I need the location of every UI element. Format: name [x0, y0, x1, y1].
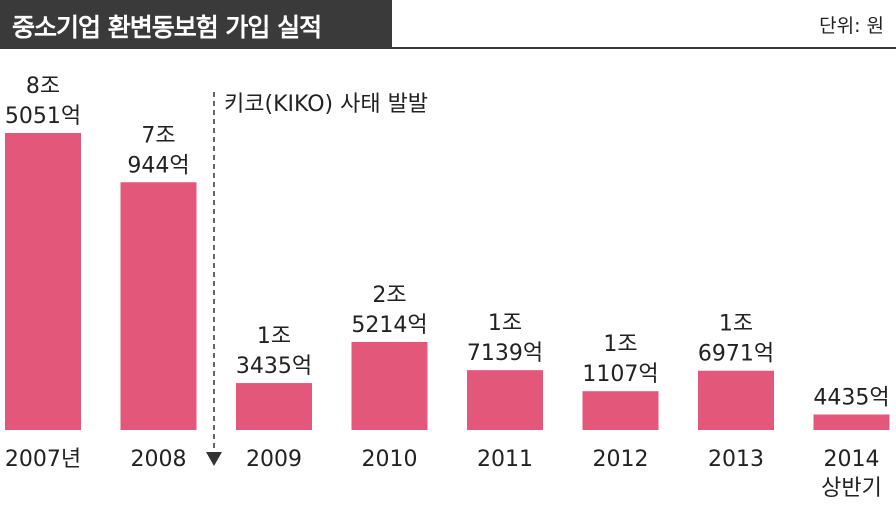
tick-label: 상반기	[821, 476, 882, 501]
data-label: 944억	[127, 153, 189, 178]
tick-label: 2010	[362, 447, 418, 472]
header: 중소기업 환변동보험 가입 실적 단위: 원	[0, 0, 896, 47]
data-label: 8조	[26, 74, 60, 99]
tick-label: 2013	[708, 447, 764, 472]
bar	[467, 370, 543, 430]
data-label: 1조	[719, 312, 753, 337]
title-box: 중소기업 환변동보험 가입 실적	[0, 0, 392, 47]
bar	[120, 182, 197, 430]
bar	[351, 341, 428, 430]
data-label: 1107억	[582, 362, 658, 387]
bar	[698, 370, 774, 430]
annotation-arrowhead	[206, 452, 222, 466]
bar	[582, 391, 659, 430]
annotation-text: 키코(KIKO) 사태 발발	[224, 92, 428, 117]
bar	[236, 383, 312, 430]
data-label: 1조	[257, 324, 291, 349]
data-label: 7조	[141, 123, 175, 148]
tick-label: 2014	[824, 447, 880, 472]
data-label: 1조	[488, 311, 522, 336]
data-label: 7139억	[467, 341, 543, 366]
data-label: 2조	[372, 283, 406, 308]
tick-label: 2007년	[5, 447, 81, 472]
data-label: 6971억	[698, 342, 774, 367]
data-label: 4435억	[813, 386, 889, 411]
tick-label: 2012	[593, 447, 649, 472]
header-rule	[0, 47, 896, 49]
kiko-annotation: 키코(KIKO) 사태 발발	[206, 92, 428, 466]
tick-label: 2008	[131, 447, 187, 472]
data-label: 5051억	[5, 104, 81, 129]
bar	[813, 414, 890, 430]
data-label: 5214억	[351, 313, 427, 338]
bar	[5, 133, 81, 430]
chart-title: 중소기업 환변동보험 가입 실적	[12, 13, 322, 42]
data-label: 1조	[603, 332, 637, 357]
tick-label: 2011	[477, 447, 533, 472]
data-label: 3435억	[236, 354, 312, 379]
tick-label: 2009	[246, 447, 302, 472]
unit-label: 단위: 원	[819, 15, 884, 37]
